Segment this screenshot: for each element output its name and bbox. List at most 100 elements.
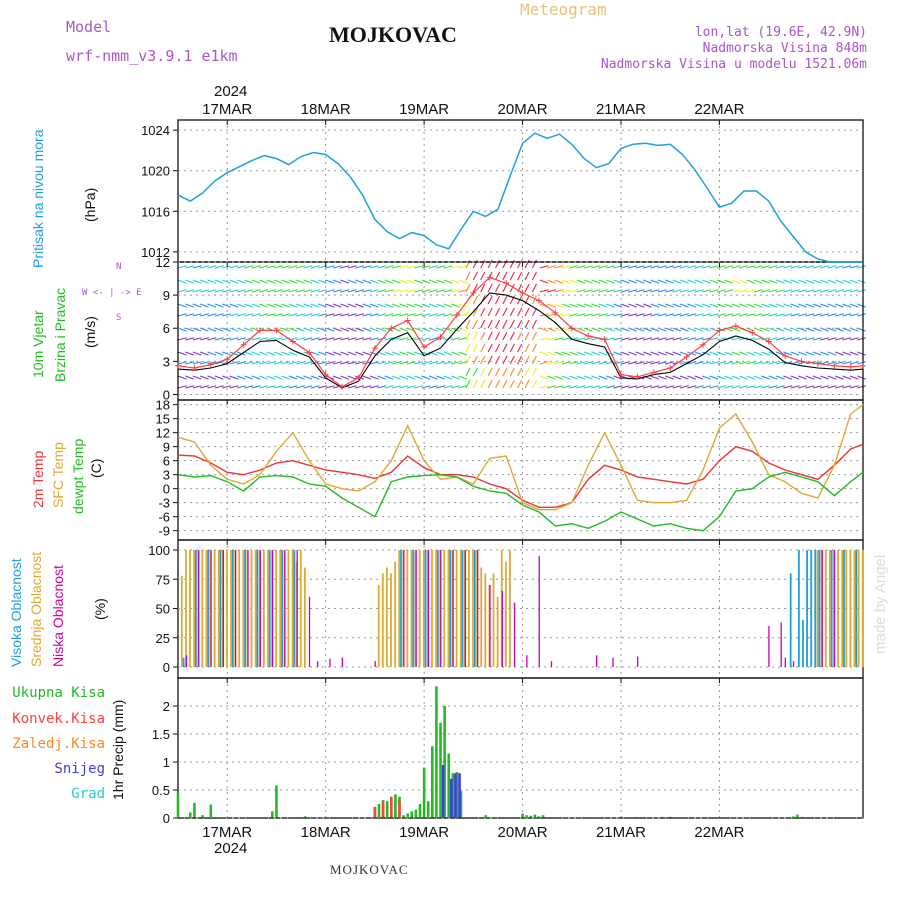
bar-cloud_mid [250,550,253,667]
wind-barb [672,327,682,332]
bar-cloud_mid [213,550,216,667]
wind-barb [591,351,601,356]
wind-barb [849,337,859,341]
wind-barb [450,279,460,284]
wind-barb [273,385,283,389]
wind-barb [443,361,453,365]
wind-barb [399,385,409,389]
wind-barb [281,327,291,332]
wind-barb [325,327,335,332]
wind-barb [620,265,630,269]
wind-barb [340,313,350,317]
wind-barb [746,351,756,356]
wind-barb [657,279,667,284]
wind-barb [687,289,697,293]
wind-barb [310,313,320,317]
wind-barb [842,265,852,269]
bar-cloud_mid [447,550,450,667]
wind-barb [642,351,652,356]
bar-cloud_mid [230,550,232,667]
wind-barb [694,385,704,389]
y-tick-label: 6 [163,454,170,469]
wind-barb [775,361,785,365]
wind-barb [281,385,291,389]
wind-barb [842,351,852,356]
wind-barb [229,265,239,269]
wind-barb [355,279,364,284]
wind-barb [494,283,501,293]
wind-barb [325,279,335,284]
wind-barb [731,351,741,356]
wind-barb [524,379,530,389]
y-tick-label: 1012 [141,245,170,260]
wind-barb [716,375,726,380]
bar-cloud_high [437,550,439,667]
wind-barb [443,385,453,389]
bar-rain_total [800,816,803,818]
y-tick-label: 0 [163,811,170,826]
wind-barb [849,351,859,356]
wind-barb [583,385,593,389]
wind-barb [790,279,800,284]
wind-barb [421,265,431,269]
wind-barb [576,265,586,269]
wind-barb [399,361,409,365]
wind-barb [502,367,508,377]
wind-barb [761,327,770,332]
bar-cloud_high [424,550,427,667]
bar-cloud_low [526,655,528,667]
wind-barb [834,289,844,293]
wind-barb [849,361,859,365]
wind-barb [731,337,741,341]
wind-barb [547,313,557,317]
bar-cloud_mid [455,550,458,667]
wind-barb [266,303,276,308]
wind-barb [620,385,630,389]
bar-cloud_low [833,550,836,667]
wind-barb [347,265,357,269]
wind-barb [672,385,682,389]
wind-barb [561,351,571,356]
bar-cloud_mid [509,550,511,667]
wind-barb [229,313,239,317]
wind-barb [266,351,276,356]
wind-barb [303,337,313,341]
wind-barb [606,265,616,269]
wind-barb [251,361,261,365]
wind-barb [465,355,471,365]
wind-barb [768,361,778,365]
wind-barb [672,313,682,317]
bar-cloud_high [797,550,800,667]
wind-barb [546,351,556,356]
wind-barb [450,303,460,308]
wind-barb [251,385,261,389]
wind-barb [472,271,478,281]
wind-barb [244,289,254,293]
wind-barb [620,313,630,317]
y-tick-label: 18 [156,398,170,413]
x-tick-label-top: 19MAR [399,101,449,118]
wind-barb [480,319,486,329]
wind-barb [857,361,867,365]
wind-barb [494,331,501,341]
wind-barb [628,337,638,341]
wind-barb [199,279,209,284]
wind-barb [480,379,486,389]
wind-barb [598,313,608,317]
wind-barb [783,375,793,380]
wind-barb [657,337,667,341]
wind-barb [857,351,866,356]
wind-barb [509,379,515,389]
wind-barb [347,351,357,356]
wind-barb [200,313,210,317]
wind-barb [199,303,209,308]
bar-cloud_mid [291,550,294,667]
wind-barb [724,289,734,293]
wind-barb [259,303,268,308]
wind-barb [724,375,734,380]
wind-barb [554,303,564,308]
wind-barb [702,265,712,269]
wind-barb [281,303,291,308]
wind-barb [724,313,734,317]
wind-barb [355,337,365,341]
